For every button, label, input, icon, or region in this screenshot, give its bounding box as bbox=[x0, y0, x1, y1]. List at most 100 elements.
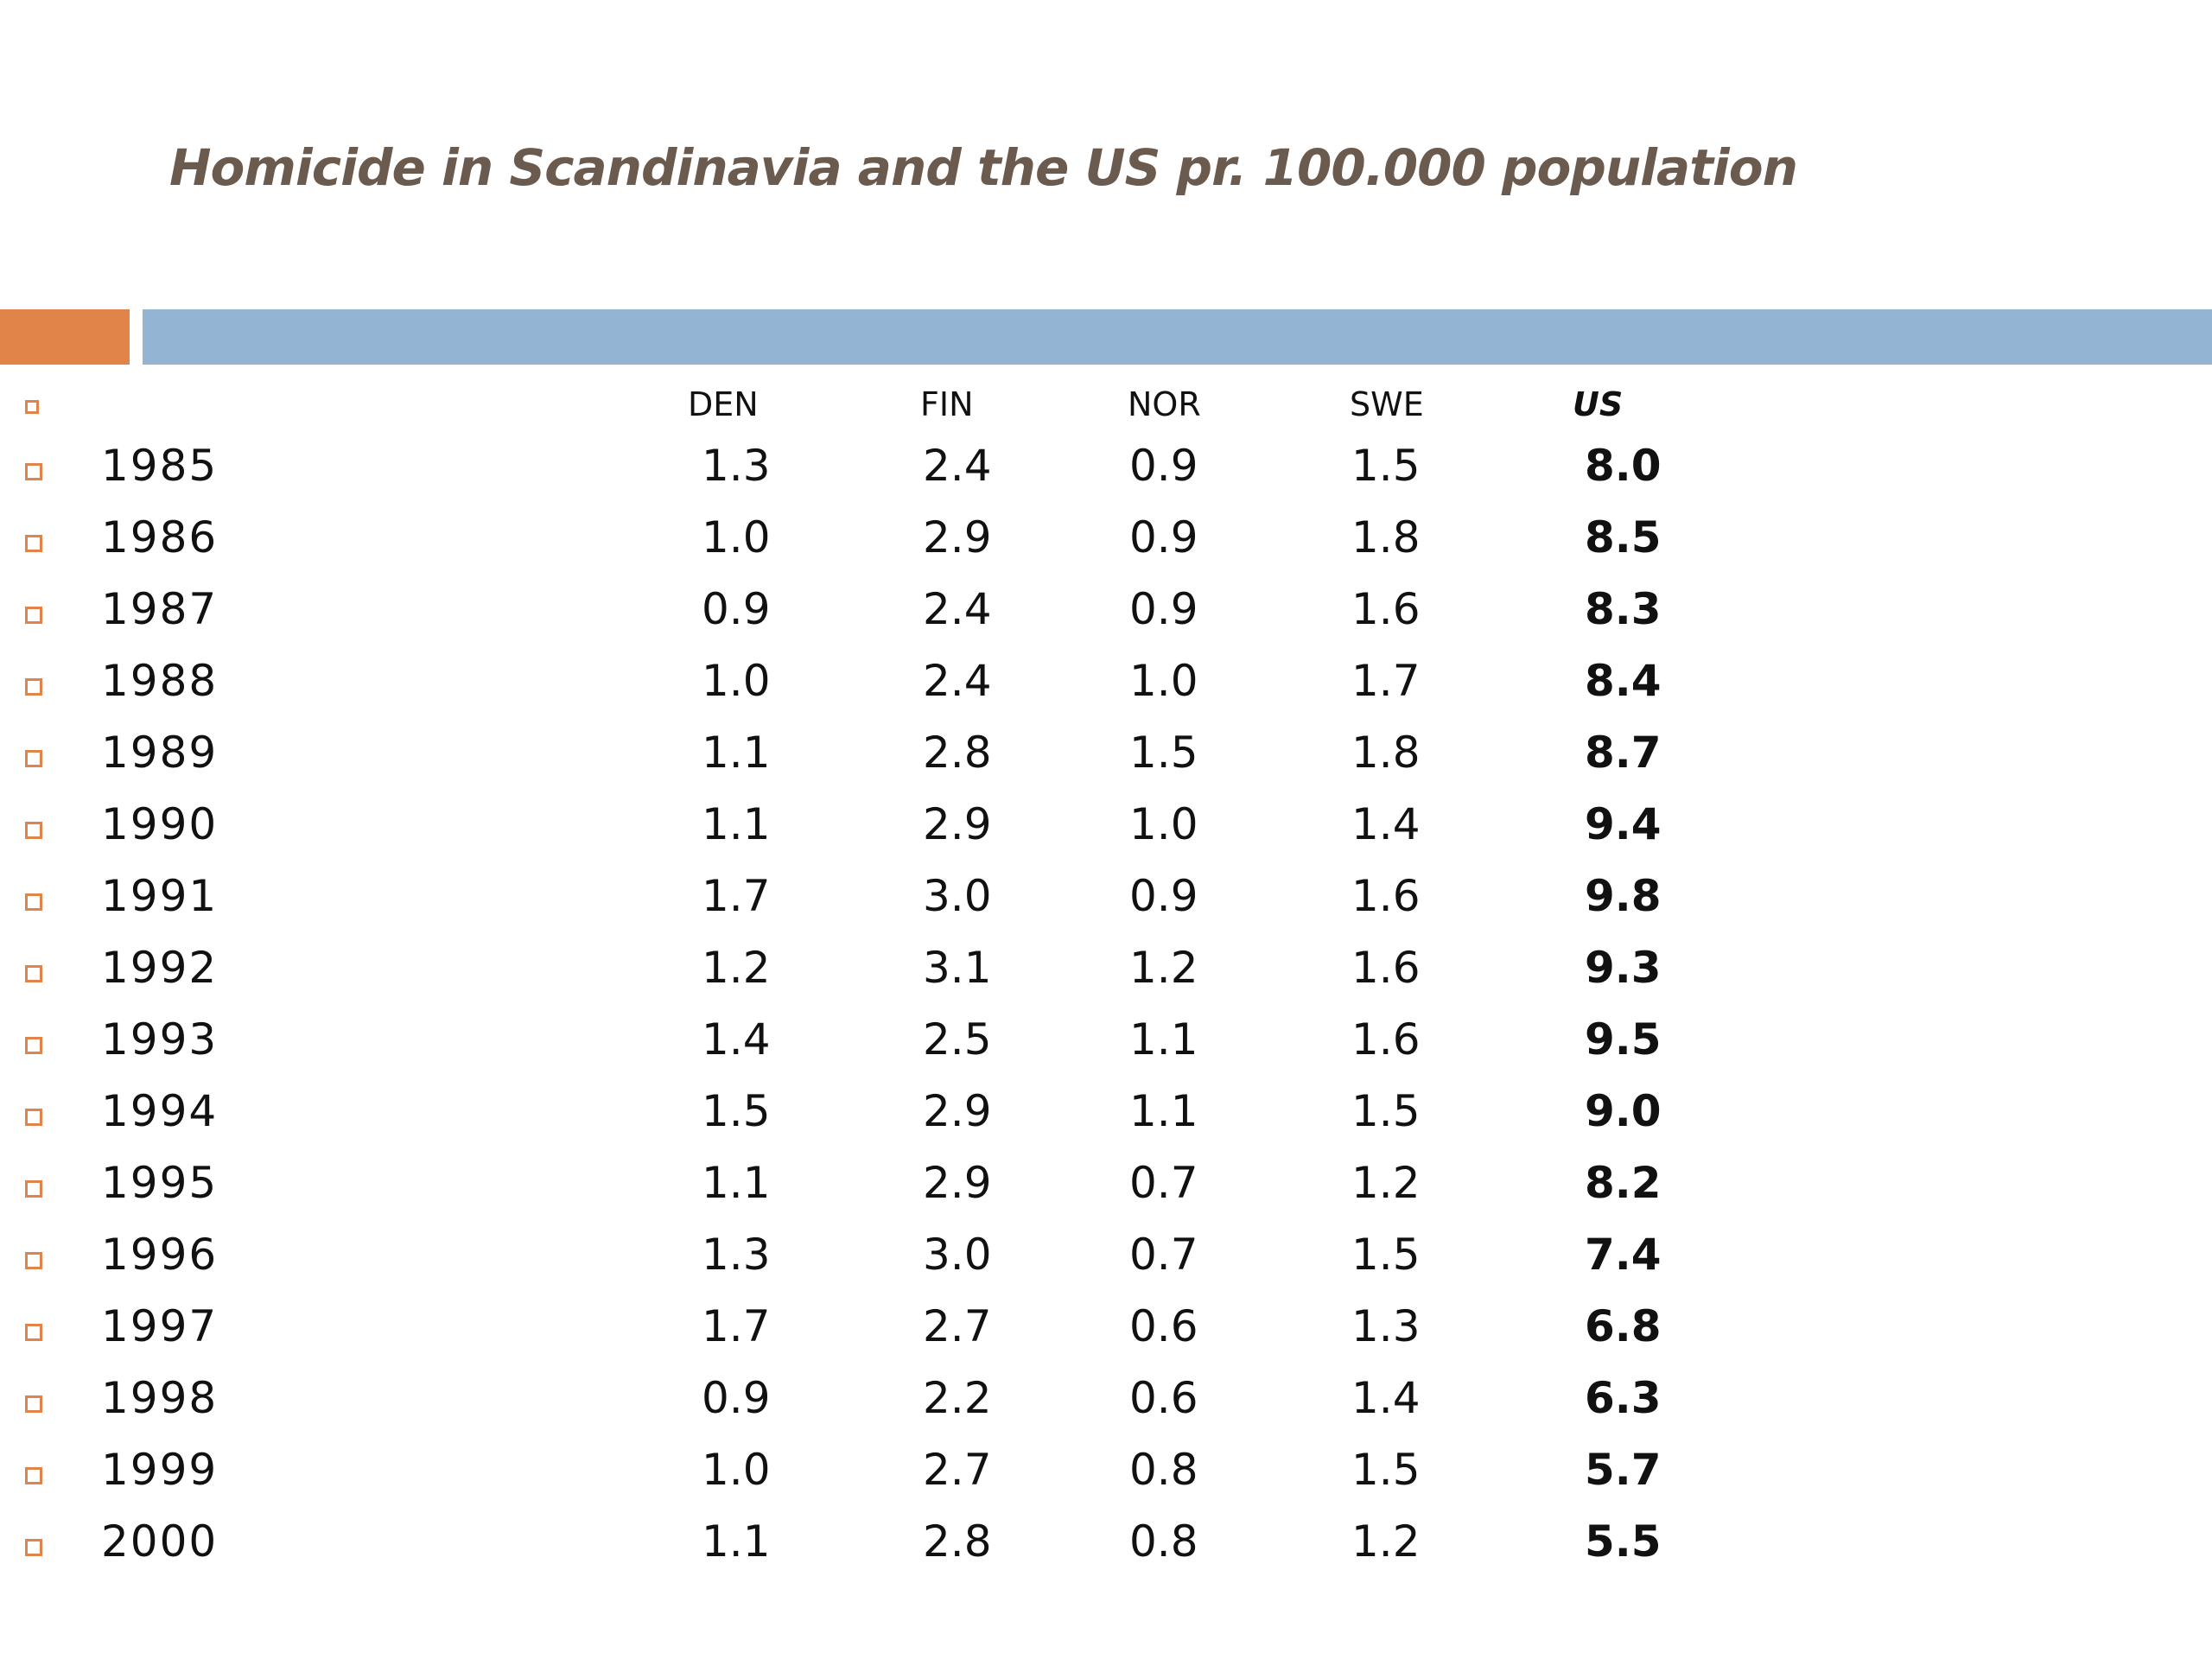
cell-year: 1986 bbox=[101, 512, 219, 563]
cell-swe: 1.6 bbox=[1351, 584, 1421, 634]
cell-us: 8.5 bbox=[1585, 512, 1662, 563]
cell-swe: 1.5 bbox=[1351, 1086, 1421, 1136]
cell-den: 1.2 bbox=[702, 943, 771, 993]
cell-us: 9.3 bbox=[1585, 943, 1662, 993]
cell-den: 1.0 bbox=[702, 1445, 771, 1495]
cell-nor: 1.1 bbox=[1129, 1014, 1198, 1065]
cell-den: 1.1 bbox=[702, 1158, 771, 1208]
cell-nor: 0.8 bbox=[1129, 1445, 1198, 1495]
cell-swe: 1.6 bbox=[1351, 871, 1421, 921]
cell-den: 1.0 bbox=[702, 512, 771, 563]
cell-us: 8.0 bbox=[1585, 441, 1662, 491]
column-header-nor: NOR bbox=[1128, 385, 1201, 423]
cell-nor: 1.2 bbox=[1129, 943, 1198, 993]
cell-nor: 1.5 bbox=[1129, 728, 1198, 778]
cell-den: 1.1 bbox=[702, 728, 771, 778]
cell-nor: 0.7 bbox=[1129, 1230, 1198, 1280]
bullet-square-icon bbox=[25, 1109, 42, 1126]
bullet-square-icon bbox=[25, 1180, 42, 1198]
cell-den: 1.7 bbox=[702, 1301, 771, 1351]
cell-us: 8.4 bbox=[1585, 656, 1662, 706]
cell-swe: 1.6 bbox=[1351, 943, 1421, 993]
cell-year: 1987 bbox=[101, 584, 219, 634]
cell-us: 8.7 bbox=[1585, 728, 1662, 778]
cell-den: 0.9 bbox=[702, 584, 771, 634]
cell-den: 1.4 bbox=[702, 1014, 771, 1065]
cell-swe: 1.2 bbox=[1351, 1516, 1421, 1567]
cell-us: 9.4 bbox=[1585, 799, 1662, 849]
cell-us: 6.3 bbox=[1585, 1373, 1662, 1423]
cell-swe: 1.4 bbox=[1351, 1373, 1421, 1423]
cell-den: 1.7 bbox=[702, 871, 771, 921]
cell-year: 1995 bbox=[101, 1158, 219, 1208]
cell-fin: 2.4 bbox=[923, 584, 992, 634]
cell-us: 6.8 bbox=[1585, 1301, 1662, 1351]
cell-us: 9.8 bbox=[1585, 871, 1662, 921]
cell-swe: 1.5 bbox=[1351, 1230, 1421, 1280]
cell-nor: 0.7 bbox=[1129, 1158, 1198, 1208]
cell-fin: 2.9 bbox=[923, 512, 992, 563]
cell-den: 1.3 bbox=[702, 1230, 771, 1280]
cell-year: 1988 bbox=[101, 656, 219, 706]
cell-nor: 0.9 bbox=[1129, 512, 1198, 563]
cell-year: 1993 bbox=[101, 1014, 219, 1065]
cell-fin: 2.9 bbox=[923, 1158, 992, 1208]
cell-swe: 1.2 bbox=[1351, 1158, 1421, 1208]
cell-fin: 3.0 bbox=[923, 871, 992, 921]
bullet-square-icon bbox=[25, 1467, 42, 1484]
cell-year: 1990 bbox=[101, 799, 219, 849]
cell-den: 0.9 bbox=[702, 1373, 771, 1423]
column-header-den: DEN bbox=[688, 385, 759, 423]
cell-fin: 3.1 bbox=[923, 943, 992, 993]
cell-fin: 2.4 bbox=[923, 656, 992, 706]
bullet-square-icon bbox=[25, 893, 42, 911]
cell-us: 8.2 bbox=[1585, 1158, 1662, 1208]
bullet-square-icon bbox=[25, 822, 42, 839]
column-header-us: US bbox=[1573, 385, 1624, 423]
cell-swe: 1.3 bbox=[1351, 1301, 1421, 1351]
bullet-square-icon bbox=[25, 1539, 42, 1556]
cell-us: 9.5 bbox=[1585, 1014, 1662, 1065]
cell-fin: 2.2 bbox=[923, 1373, 992, 1423]
cell-fin: 2.8 bbox=[923, 1516, 992, 1567]
cell-nor: 1.1 bbox=[1129, 1086, 1198, 1136]
cell-us: 7.4 bbox=[1585, 1230, 1662, 1280]
cell-fin: 2.7 bbox=[923, 1445, 992, 1495]
bullet-square-icon bbox=[25, 1395, 42, 1413]
cell-year: 1992 bbox=[101, 943, 219, 993]
cell-nor: 0.9 bbox=[1129, 584, 1198, 634]
cell-year: 1998 bbox=[101, 1373, 219, 1423]
cell-fin: 2.4 bbox=[923, 441, 992, 491]
cell-nor: 0.9 bbox=[1129, 871, 1198, 921]
cell-swe: 1.4 bbox=[1351, 799, 1421, 849]
cell-us: 5.5 bbox=[1585, 1516, 1662, 1567]
cell-fin: 2.9 bbox=[923, 799, 992, 849]
accent-bar-orange bbox=[0, 309, 130, 365]
cell-nor: 1.0 bbox=[1129, 656, 1198, 706]
cell-year: 1996 bbox=[101, 1230, 219, 1280]
cell-den: 1.1 bbox=[702, 1516, 771, 1567]
bullet-square-icon bbox=[25, 678, 42, 696]
cell-fin: 2.8 bbox=[923, 728, 992, 778]
cell-us: 8.3 bbox=[1585, 584, 1662, 634]
cell-fin: 2.7 bbox=[923, 1301, 992, 1351]
cell-swe: 1.5 bbox=[1351, 1445, 1421, 1495]
cell-us: 9.0 bbox=[1585, 1086, 1662, 1136]
bullet-square-icon bbox=[25, 1037, 42, 1054]
cell-nor: 0.9 bbox=[1129, 441, 1198, 491]
cell-year: 1994 bbox=[101, 1086, 219, 1136]
cell-den: 1.3 bbox=[702, 441, 771, 491]
cell-nor: 0.6 bbox=[1129, 1301, 1198, 1351]
cell-swe: 1.7 bbox=[1351, 656, 1421, 706]
column-header-fin: FIN bbox=[920, 385, 974, 423]
cell-year: 1997 bbox=[101, 1301, 219, 1351]
cell-swe: 1.8 bbox=[1351, 512, 1421, 563]
cell-nor: 1.0 bbox=[1129, 799, 1198, 849]
cell-swe: 1.5 bbox=[1351, 441, 1421, 491]
cell-year: 2000 bbox=[101, 1516, 219, 1567]
bullet-square-icon bbox=[25, 965, 42, 982]
cell-den: 1.5 bbox=[702, 1086, 771, 1136]
cell-fin: 2.5 bbox=[923, 1014, 992, 1065]
bullet-square-icon bbox=[25, 750, 42, 767]
cell-year: 1985 bbox=[101, 441, 219, 491]
